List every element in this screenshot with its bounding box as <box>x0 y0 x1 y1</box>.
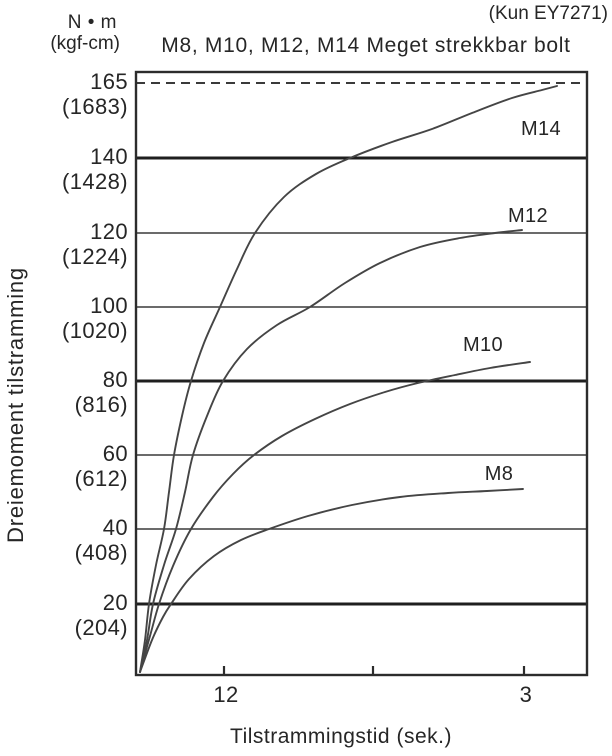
y-tick-kgfcm: (1224) <box>62 243 128 269</box>
y-tick-20: 20 (204) <box>18 590 128 640</box>
y-tick-100: 100 (1020) <box>18 293 128 343</box>
y-tick-kgfcm: (204) <box>74 614 128 640</box>
curve-label-M12: M12 <box>507 205 549 227</box>
y-tick-nm: 60 <box>102 441 128 466</box>
y-tick-kgfcm: (1020) <box>62 317 128 343</box>
y-tick-nm: 100 <box>90 293 128 318</box>
y-tick-kgfcm: (816) <box>74 391 128 417</box>
curve-label-M14: M14 <box>520 118 562 140</box>
y-tick-165: 165 (1683) <box>18 69 128 119</box>
plot-frame <box>134 70 589 677</box>
curve-label-M10: M10 <box>462 334 504 356</box>
curve-label-M8: M8 <box>484 463 514 485</box>
y-tick-140: 140 (1428) <box>18 144 128 194</box>
chart-title: M8, M10, M12, M14 Meget strekkbar bolt <box>161 34 571 57</box>
curve-M14 <box>139 85 558 673</box>
y-tick-60: 60 (612) <box>18 441 128 491</box>
y-tick-120: 120 (1224) <box>18 219 128 269</box>
y-tick-nm: 140 <box>90 144 128 169</box>
y-tick-40: 40 (408) <box>18 515 128 565</box>
y-unit-secondary-label: (kgf-cm) <box>50 33 120 54</box>
y-tick-kgfcm: (1683) <box>62 93 128 119</box>
x-axis-title: Tilstrammingstid (sek.) <box>230 725 452 748</box>
y-tick-nm: 20 <box>102 590 128 615</box>
y-tick-80: 80 (816) <box>18 367 128 417</box>
curve-M8 <box>139 488 524 673</box>
y-tick-nm: 120 <box>90 219 128 244</box>
y-tick-nm: 80 <box>102 367 128 392</box>
y-tick-kgfcm: (408) <box>74 539 128 565</box>
y-tick-nm: 40 <box>102 515 128 540</box>
curve-M12 <box>139 229 523 673</box>
y-unit-primary-label: N • m <box>67 12 117 33</box>
y-tick-nm: 165 <box>90 69 128 94</box>
y-tick-kgfcm: (1428) <box>62 168 128 194</box>
y-tick-kgfcm: (612) <box>74 465 128 491</box>
model-note: (Kun EY7271) <box>488 3 608 24</box>
y-axis-title: Dreiemoment tilstramming <box>3 267 28 543</box>
curve-M10 <box>139 361 531 673</box>
x-tick-label-2: 3 <box>519 682 533 707</box>
x-tick-label-0: 12 <box>213 682 239 707</box>
